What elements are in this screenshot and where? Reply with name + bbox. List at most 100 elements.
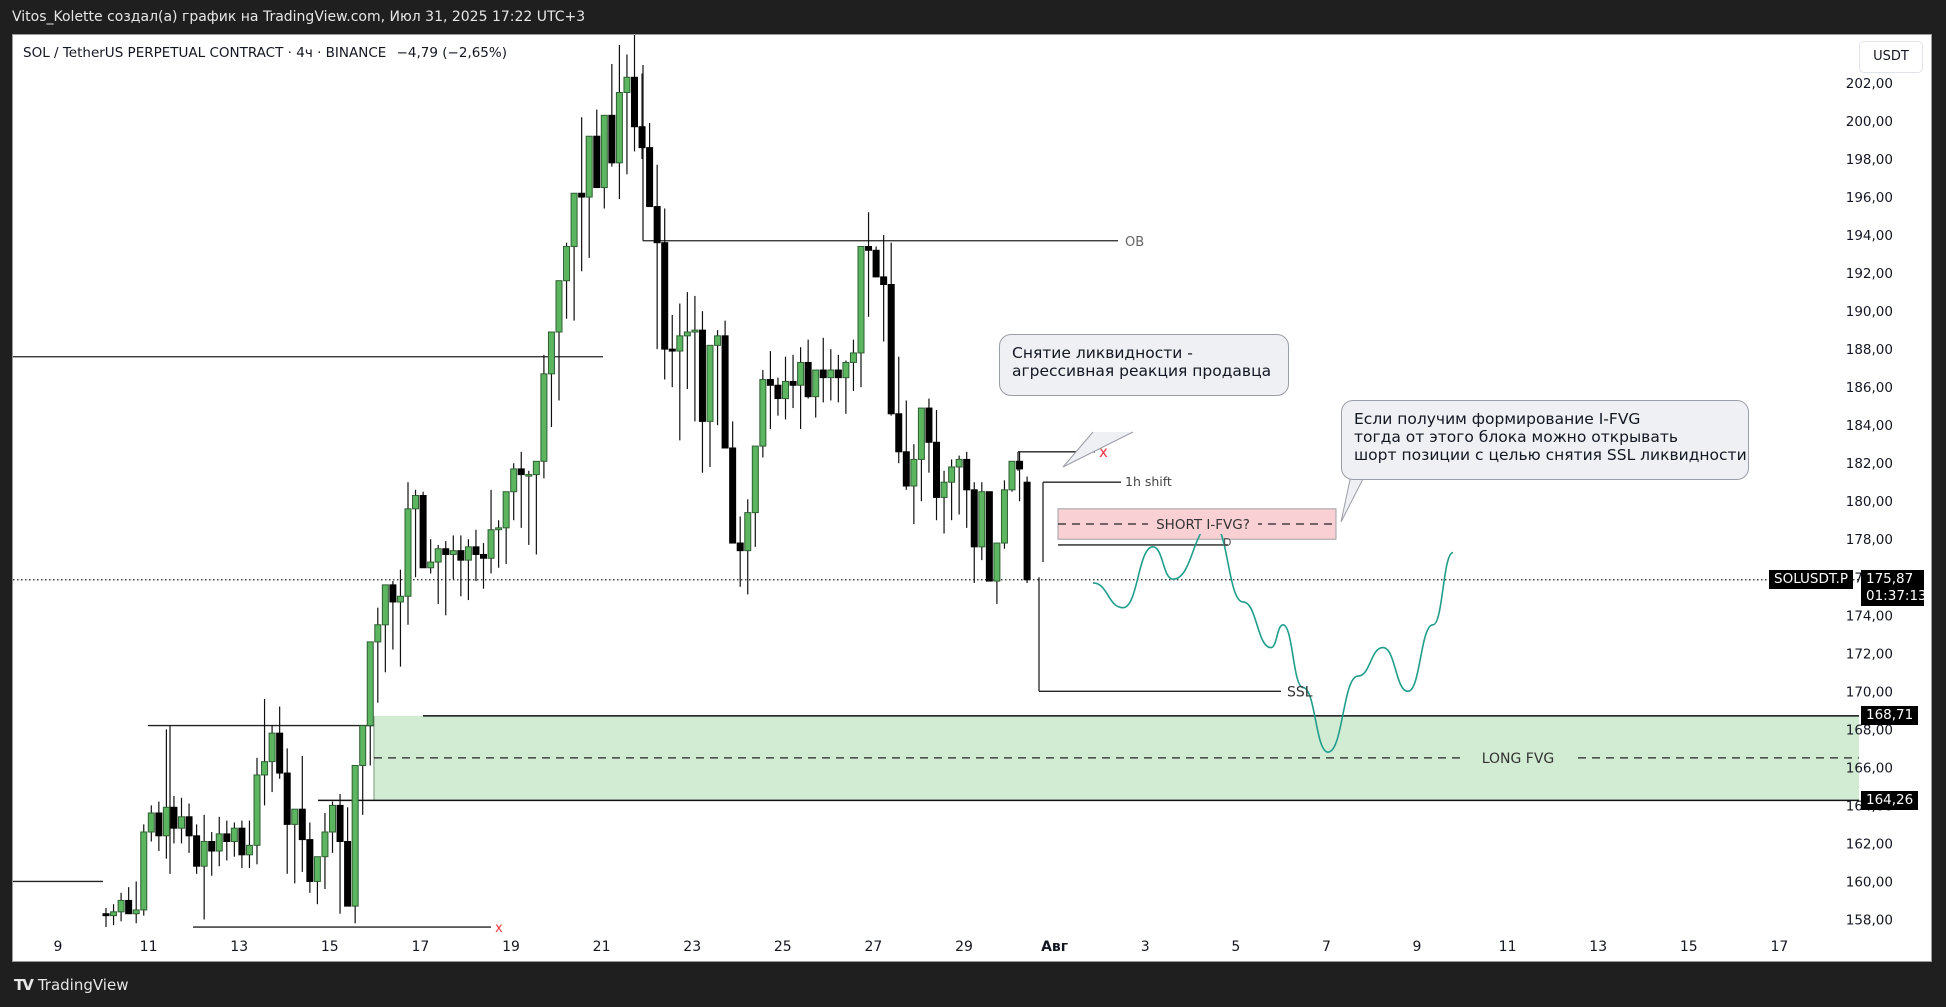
current-price: 175,87 <box>1866 571 1914 587</box>
candle <box>162 806 170 837</box>
candle <box>819 369 827 379</box>
candle <box>933 441 940 498</box>
long-fvg-label: LONG FVG <box>1482 751 1555 767</box>
candle <box>963 458 971 491</box>
symbol-badge: SOLUSDT.P <box>1769 570 1853 589</box>
candle <box>925 407 933 443</box>
ob-label: OB <box>1125 235 1144 250</box>
candle <box>600 114 608 189</box>
candle <box>381 584 389 626</box>
time-tick: 11 <box>140 939 158 955</box>
candle <box>555 280 563 333</box>
candle <box>540 373 548 462</box>
candle <box>955 458 963 468</box>
candle <box>744 512 752 552</box>
time-tick: 15 <box>321 939 339 955</box>
candle <box>661 242 669 350</box>
candle <box>668 348 676 352</box>
price-tick: 184,00 <box>1846 418 1893 434</box>
symbol-legend[interactable]: SOL / TetherUS PERPETUAL CONTRACT · 4ч ·… <box>23 45 507 61</box>
candle <box>449 550 457 555</box>
candle <box>245 844 253 856</box>
shift-label: 1h shift <box>1125 474 1172 489</box>
price-tick: 178,00 <box>1846 532 1893 548</box>
price-tick: 162,00 <box>1846 836 1893 852</box>
candle <box>547 331 555 375</box>
tradingview-mark-icon: TV <box>14 976 34 994</box>
time-tick: 3 <box>1141 939 1150 955</box>
candle <box>155 812 163 837</box>
price-tick: 198,00 <box>1846 152 1893 168</box>
candle <box>751 445 759 514</box>
time-tick: 7 <box>1322 939 1331 955</box>
candle <box>880 276 888 286</box>
long-fvg-bottom-badge: 164,26 <box>1861 791 1919 810</box>
price-tick: 202,00 <box>1846 76 1893 92</box>
candle <box>396 595 404 603</box>
candle <box>638 126 646 149</box>
candle <box>842 361 850 379</box>
candle <box>480 553 487 559</box>
candle <box>646 147 654 208</box>
time-tick: 17 <box>1770 939 1788 955</box>
tradingview-logo[interactable]: TV TradingView <box>14 976 128 994</box>
callout-liquidity-sweep[interactable]: Снятие ликвидности - агрессивная реакция… <box>999 334 1289 396</box>
candles-layer <box>102 35 1031 928</box>
candle <box>766 379 774 386</box>
price-tick: 200,00 <box>1846 114 1893 130</box>
time-tick: 9 <box>54 939 63 955</box>
callout-ifvg-plan[interactable]: Если получим формирование I-FVG тогда от… <box>1341 400 1749 480</box>
price-tick: 172,00 <box>1846 646 1893 662</box>
candle <box>291 808 299 825</box>
candle <box>759 379 767 447</box>
candle <box>706 344 714 422</box>
candle <box>321 831 329 858</box>
candle <box>329 804 336 833</box>
candle <box>412 495 420 510</box>
candle <box>374 624 382 643</box>
attribution-text: Vitos_Kolette создал(а) график на Tradin… <box>12 9 586 25</box>
candle <box>774 384 782 400</box>
candle <box>993 542 1001 582</box>
candle <box>117 899 125 913</box>
time-tick: 13 <box>230 939 248 955</box>
candle <box>698 329 706 422</box>
candle <box>532 460 540 476</box>
level-lines-layer <box>13 65 1859 928</box>
price-tick: 186,00 <box>1846 380 1893 396</box>
candle <box>238 827 246 856</box>
long-fvg-top-badge: 168,71 <box>1861 706 1919 725</box>
price-tick: 160,00 <box>1846 874 1893 890</box>
time-tick: 23 <box>683 939 701 955</box>
candle <box>510 468 518 493</box>
candle <box>366 641 374 727</box>
time-tick: 21 <box>593 939 611 955</box>
candle <box>276 732 284 774</box>
time-tick: 13 <box>1589 939 1607 955</box>
candle <box>910 458 918 487</box>
candle <box>940 481 948 498</box>
candle <box>140 831 148 911</box>
candle <box>517 468 525 476</box>
candle <box>895 413 903 453</box>
price-chart[interactable]: 202,00 200,00 198,00 196,00 194,00 192,00 190,… <box>13 35 1932 962</box>
time-tick: 25 <box>774 939 792 955</box>
candle <box>849 352 857 363</box>
candle <box>917 407 925 460</box>
candle <box>978 491 986 548</box>
currency-button[interactable]: USDT <box>1859 41 1923 73</box>
candle <box>230 827 238 842</box>
chart-panel[interactable]: 202,00 200,00 198,00 196,00 194,00 192,00 190,… <box>12 34 1932 962</box>
candle <box>502 491 510 529</box>
candle <box>563 245 571 282</box>
candle <box>1008 460 1016 491</box>
candle <box>797 361 805 386</box>
candle <box>676 335 684 352</box>
brand-name: TradingView <box>37 976 129 994</box>
candle <box>283 772 291 825</box>
candle <box>313 856 321 882</box>
candle <box>683 331 691 337</box>
svg-text:x: x <box>495 921 503 936</box>
candle <box>268 732 276 763</box>
x-mark: x <box>1099 443 1108 461</box>
